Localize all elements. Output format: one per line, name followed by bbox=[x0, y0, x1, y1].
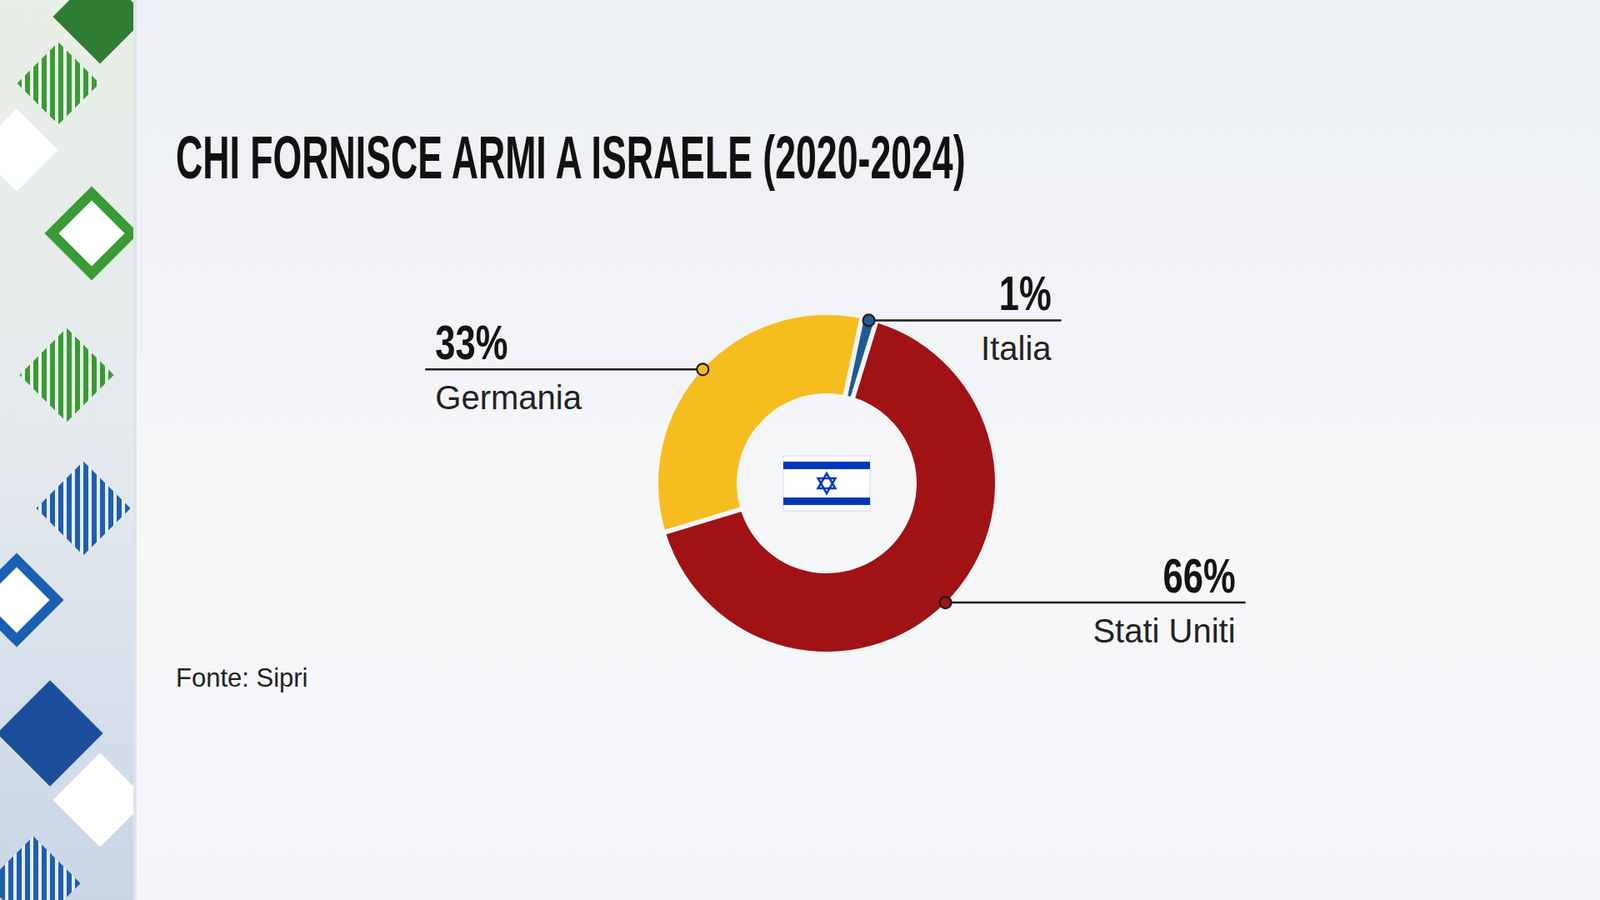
side-diamond bbox=[0, 109, 58, 192]
chart-canvas: CHI FORNISCE ARMI A ISRAELE (2020-2024) 1… bbox=[0, 0, 1600, 900]
background bbox=[0, 0, 1600, 900]
israel-flag bbox=[783, 455, 870, 511]
source-note: Fonte: Sipri bbox=[175, 663, 309, 693]
side-diamond bbox=[58, 200, 125, 266]
flag-stripe bbox=[783, 461, 870, 470]
leader-dot bbox=[863, 314, 875, 326]
side-diamond bbox=[0, 835, 81, 900]
side-decoration bbox=[0, 0, 148, 900]
value-label: 66% bbox=[1163, 548, 1236, 603]
side-diamond bbox=[19, 327, 114, 422]
side-diamond bbox=[35, 460, 130, 555]
side-diamond bbox=[0, 566, 50, 633]
side-diamond bbox=[0, 552, 65, 647]
chart-title: CHI FORNISCE ARMI A ISRAELE (2020-2024) bbox=[175, 124, 966, 191]
category-label: Germania bbox=[435, 379, 582, 416]
side-diamond bbox=[17, 42, 100, 125]
flag-field bbox=[783, 455, 870, 511]
leader-dot bbox=[940, 596, 952, 609]
category-label: Stati Uniti bbox=[1092, 612, 1235, 650]
flag-star bbox=[818, 478, 836, 494]
category-label: Italia bbox=[980, 330, 1052, 367]
side-diamond bbox=[44, 185, 137, 280]
data-labels: 1% Italia 66% Stati Uniti 33% Germania bbox=[425, 265, 1245, 650]
donut bbox=[658, 315, 995, 652]
value-label: 1% bbox=[999, 265, 1052, 320]
leader-dot bbox=[696, 363, 709, 375]
value-label: 33% bbox=[435, 315, 508, 370]
side-edge bbox=[133, 0, 137, 900]
flag-stripe bbox=[783, 497, 870, 505]
side-diamond bbox=[52, 752, 137, 847]
